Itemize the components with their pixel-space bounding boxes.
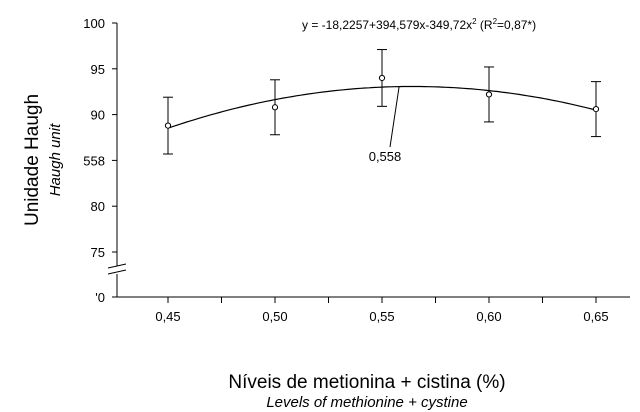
plot-area: 0,558 [163,49,601,164]
x-axis-label-translation: Levels of methionine + cystine [266,394,467,411]
data-point [378,74,386,82]
x-tick-label: 0,55 [369,309,394,324]
y-tick-label: '0 [95,290,105,305]
x-tick-label: 0,50 [262,309,287,324]
regression-equation: y = -18,2257+394,579x-349,72x2 (R2=0,87*… [302,17,536,32]
data-point [271,104,279,111]
annotation-pointer [389,86,400,148]
y-axis-label-translation: Haugh unit [47,123,64,196]
axis-break-marker [107,263,127,275]
x-tick-label: 0,45 [155,309,180,324]
y-axis-label: Unidade Haugh [22,94,43,226]
y-tick-label: 90 [91,108,105,123]
y-tick-label: 95 [91,62,105,77]
x-ticks: 0,45 0,50 0,55 0,60 0,65 [155,297,609,324]
y-tick-label: 100 [83,16,105,31]
annotation-label: 0,558 [369,149,402,164]
x-tick-label: 0,65 [583,309,608,324]
x-axis-label: Níveis de metionina + cistina (%) [228,372,505,393]
data-point [592,106,600,113]
y-tick-label: 80 [91,199,105,214]
data-point [485,91,493,98]
y-tick-label: 75 [91,245,105,260]
y-tick-label: 558 [83,153,105,168]
x-tick-label: 0,60 [476,309,501,324]
y-ticks: 100 95 90 558 80 75 '0 [83,16,117,305]
data-point [164,122,172,129]
